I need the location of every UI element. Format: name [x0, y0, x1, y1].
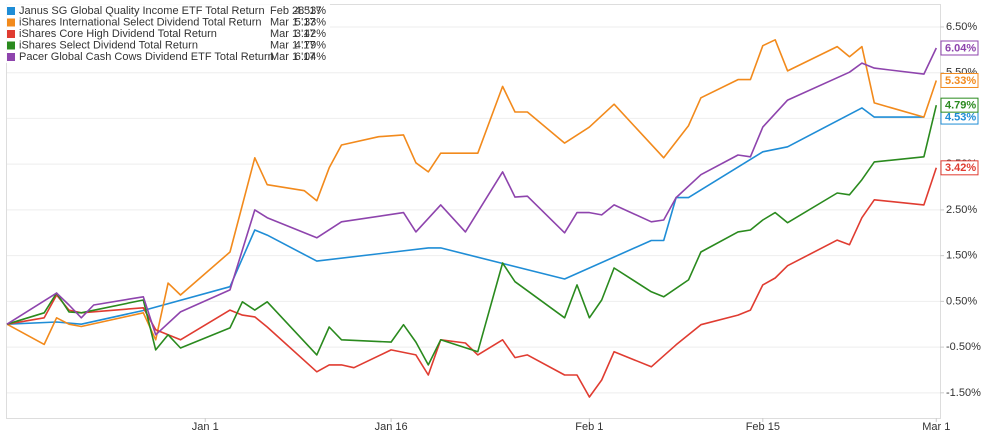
end-badge-label: 4.79%: [945, 100, 976, 112]
legend-swatch: [7, 18, 15, 27]
series-line: [6, 47, 938, 336]
end-badge: [940, 72, 979, 88]
legend-swatch: [7, 30, 15, 38]
legend-value: 4.53%: [295, 5, 326, 17]
end-badge: [940, 40, 979, 56]
end-badge-label: 5.33%: [945, 75, 976, 87]
series-line: [6, 167, 938, 398]
y-tick-label: -1.50%: [946, 387, 981, 399]
series-line: [6, 39, 938, 346]
y-tick-label: 2.50%: [946, 204, 977, 216]
series-line: [6, 105, 938, 366]
legend-date: Mar 1 '17: [270, 16, 316, 28]
end-badge: [940, 160, 979, 176]
legend-name: Pacer Global Cash Cows Dividend ETF Tota…: [19, 51, 274, 63]
legend-date: Mar 1 '17: [270, 28, 316, 40]
legend-date: Feb 28 '17: [270, 5, 322, 17]
legend-name: iShares International Select Dividend To…: [19, 16, 262, 28]
plot-frame: [6, 4, 941, 419]
end-badge: [940, 97, 979, 113]
legend-date: Mar 1 '17: [270, 51, 316, 63]
legend-swatch: [7, 53, 15, 61]
legend-date: Mar 1 '17: [270, 39, 316, 51]
legend-value: 3.42%: [295, 28, 326, 40]
series-line: [6, 107, 924, 325]
legend-swatch: [7, 41, 15, 50]
x-tick-label: Jan 16: [375, 421, 408, 433]
y-tick-label: 6.50%: [946, 21, 977, 33]
legend-name: iShares Core High Dividend Total Return: [19, 28, 217, 40]
end-badge-label: 6.04%: [945, 42, 976, 54]
x-tick-label: Feb 15: [746, 421, 780, 433]
x-tick-label: Mar 1: [922, 421, 950, 433]
legend-swatch: [7, 7, 15, 15]
end-badge-label: 4.53%: [945, 111, 976, 123]
legend-value: 5.33%: [295, 16, 326, 28]
legend-value: 6.04%: [295, 51, 326, 63]
legend-box: [3, 3, 330, 63]
y-tick-label: 0.50%: [946, 295, 977, 307]
end-badge-label: 3.42%: [945, 162, 976, 174]
legend-name: Janus SG Global Quality Income ETF Total…: [19, 5, 265, 17]
legend: Janus SG Global Quality Income ETF Total…: [3, 3, 330, 63]
x-tick-label: Jan 1: [192, 421, 219, 433]
x-tick-label: Feb 1: [575, 421, 603, 433]
y-tick-label: -0.50%: [946, 341, 981, 353]
y-tick-label: 1.50%: [946, 250, 977, 262]
legend-value: 4.79%: [295, 39, 326, 51]
legend-name: iShares Select Dividend Total Return: [19, 39, 198, 51]
